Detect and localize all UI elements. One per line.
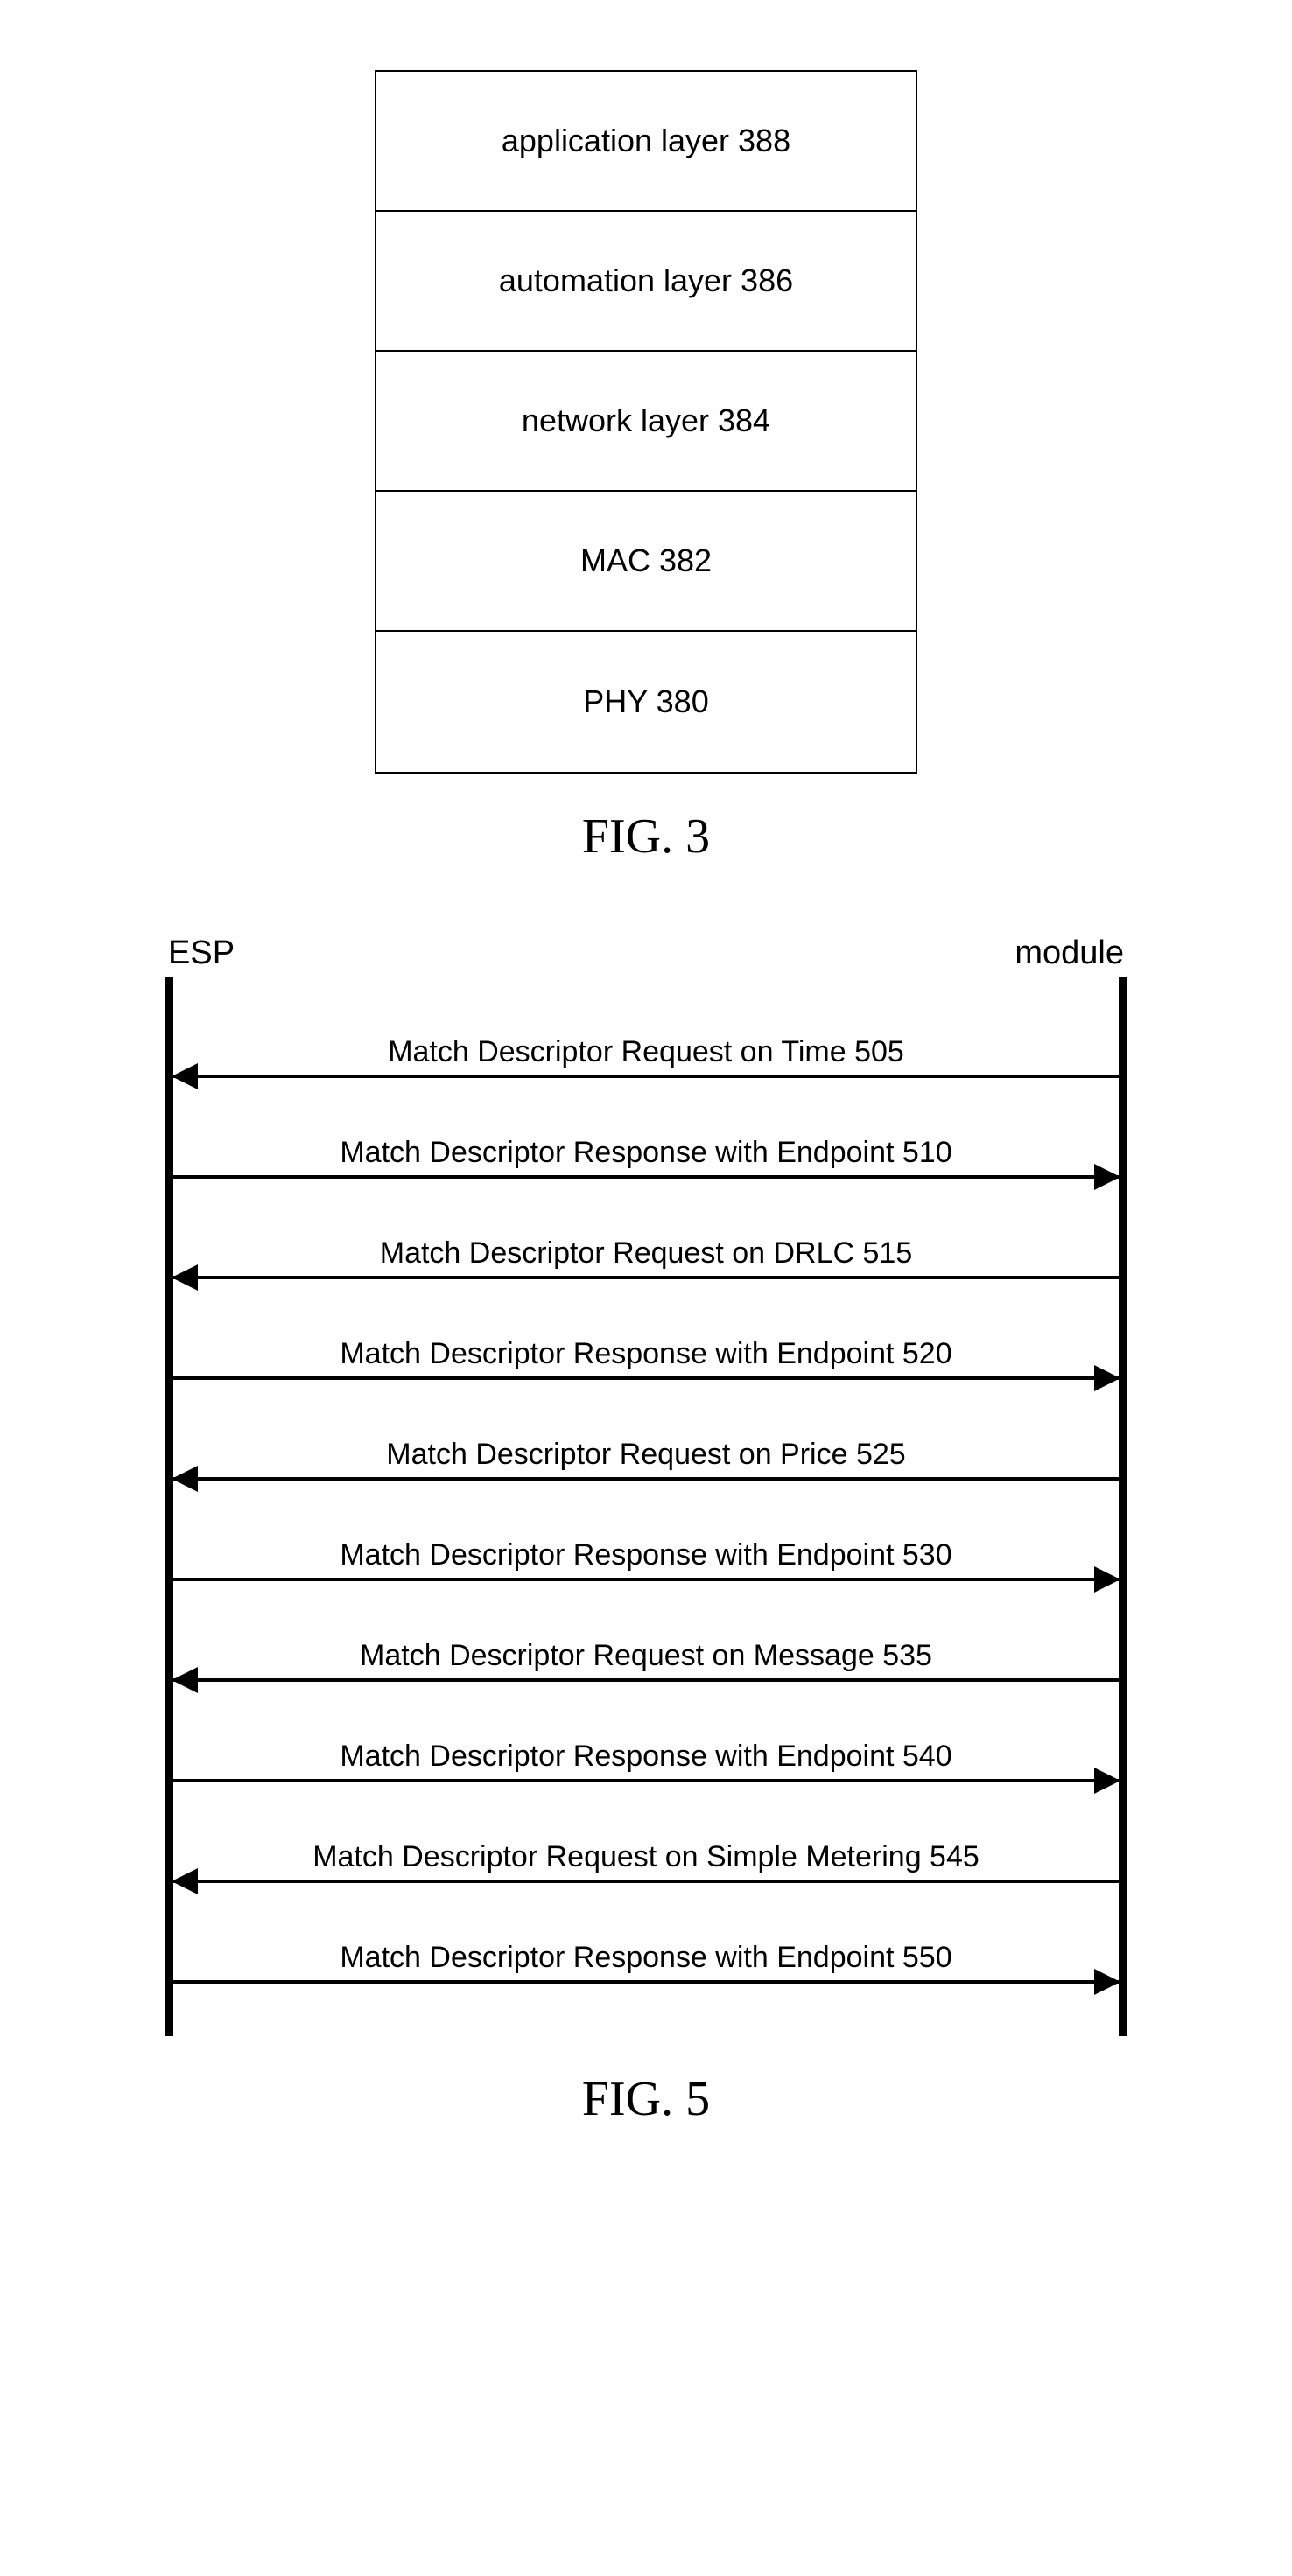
layer-stack-table: application layer 388 automation layer 3… [375,70,917,774]
stack-row-label: MAC 382 [580,542,712,579]
stack-row-label: application layer 388 [502,122,790,159]
sequence-message: Match Descriptor Request on Price 525 [173,1380,1119,1480]
stack-row-label: automation layer 386 [499,262,793,299]
message-label: Match Descriptor Request on Price 525 [173,1438,1119,1472]
sequence-diagram: ESP module Match Descriptor Request on T… [165,934,1127,2036]
sequence-message: Match Descriptor Response with Endpoint … [173,1279,1119,1380]
sequence-message: Match Descriptor Response with Endpoint … [173,1480,1119,1581]
sequence-header: ESP module [165,934,1127,972]
message-label: Match Descriptor Response with Endpoint … [173,1136,1119,1170]
stack-row: application layer 388 [376,72,916,212]
sequence-message: Match Descriptor Request on Time 505 [173,977,1119,1078]
stack-row-label: PHY 380 [583,683,708,720]
sequence-message: Match Descriptor Request on DRLC 515 [173,1179,1119,1279]
figure-5-caption: FIG. 5 [582,2071,710,2127]
message-label: Match Descriptor Response with Endpoint … [173,1337,1119,1371]
actor-left-label: ESP [168,934,235,972]
actor-right-label: module [1015,934,1124,972]
message-arrow-right [173,1980,1119,1984]
message-label: Match Descriptor Request on DRLC 515 [173,1236,1119,1270]
figure-3-caption: FIG. 3 [582,808,710,864]
sequence-message: Match Descriptor Response with Endpoint … [173,1078,1119,1179]
sequence-message: Match Descriptor Request on Message 535 [173,1581,1119,1682]
stack-row: PHY 380 [376,632,916,772]
sequence-message: Match Descriptor Request on Simple Meter… [173,1782,1119,1883]
message-label: Match Descriptor Request on Time 505 [173,1035,1119,1069]
message-label: Match Descriptor Response with Endpoint … [173,1740,1119,1774]
stack-row: automation layer 386 [376,212,916,352]
page: application layer 388 automation layer 3… [0,70,1292,2162]
stack-row: MAC 382 [376,492,916,632]
sequence-message: Match Descriptor Response with Endpoint … [173,1682,1119,1782]
sequence-tail-space [173,1984,1119,2036]
message-label: Match Descriptor Response with Endpoint … [173,1538,1119,1572]
message-label: Match Descriptor Request on Message 535 [173,1639,1119,1673]
stack-row-label: network layer 384 [522,402,770,439]
message-label: Match Descriptor Response with Endpoint … [173,1941,1119,1975]
sequence-message: Match Descriptor Response with Endpoint … [173,1883,1119,1984]
message-label: Match Descriptor Request on Simple Meter… [173,1840,1119,1874]
stack-row: network layer 384 [376,352,916,492]
sequence-body: Match Descriptor Request on Time 505 Mat… [165,977,1127,2036]
